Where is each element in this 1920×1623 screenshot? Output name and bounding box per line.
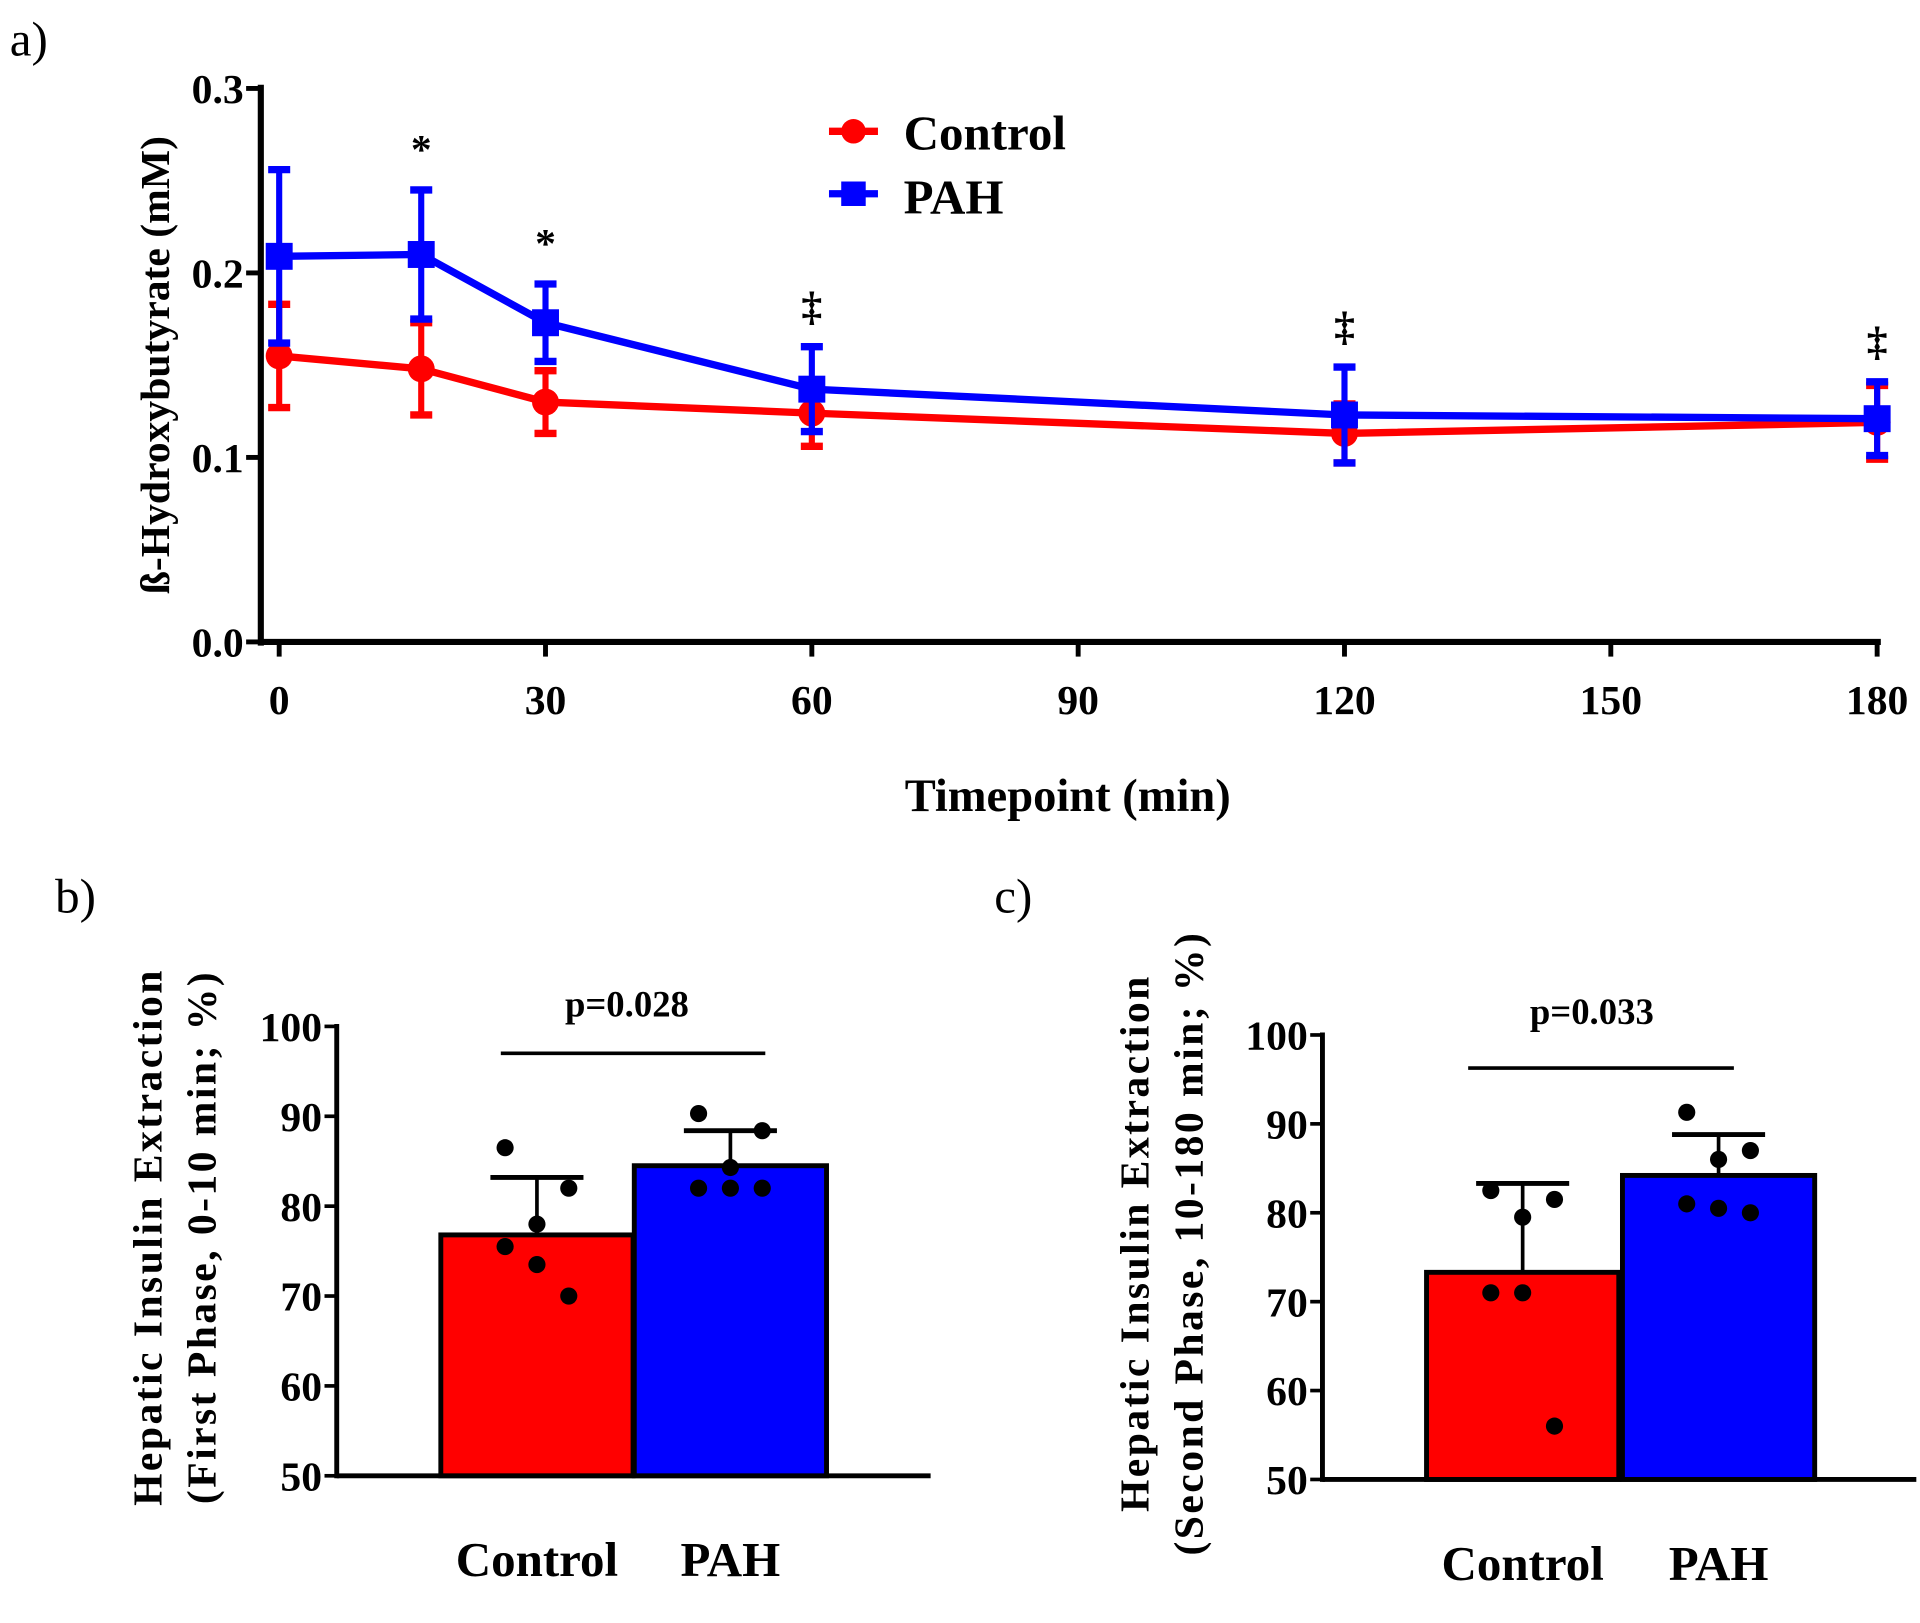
legend-control-marker <box>841 119 866 144</box>
y-tick-label: 100 <box>1245 1014 1307 1060</box>
y-tick-label: 70 <box>1266 1280 1308 1326</box>
individual-point <box>528 1256 546 1274</box>
y-tick-label: 70 <box>280 1275 322 1321</box>
individual-point <box>1710 1150 1728 1168</box>
y-tick-label: 0.0 <box>192 621 244 667</box>
x-tick-label: 150 <box>1580 678 1642 724</box>
y-tick-label: 0.2 <box>192 252 244 298</box>
y-tick-label: 50 <box>280 1454 322 1500</box>
legend-control-label: Control <box>904 106 1066 161</box>
legend: Control PAH <box>828 106 1066 224</box>
y-tick-label: 80 <box>1266 1191 1308 1237</box>
data-point-control <box>265 342 293 370</box>
x-tick-label: 0 <box>269 678 290 724</box>
panel-c-label: c) <box>994 869 1032 924</box>
panel-b-ylabel-line1: Hepatic Insulin Extraction <box>126 968 172 1506</box>
significance-marker: ‡ <box>801 284 822 330</box>
x-tick-label: 180 <box>1846 678 1908 724</box>
individual-point <box>1741 1141 1759 1160</box>
panel-b-ylabel-line2: (First Phase, 0-10 min; %) <box>180 970 226 1504</box>
panel-c-pvalue: p=0.033 <box>1530 991 1654 1032</box>
panel-b-pvalue: p=0.028 <box>565 984 689 1025</box>
category-label: Control <box>456 1532 618 1587</box>
x-tick-label: 60 <box>791 678 833 724</box>
panel-a-label: a) <box>10 11 48 66</box>
individual-point <box>721 1179 739 1197</box>
individual-point <box>1545 1417 1564 1435</box>
panel-a: a) ß-Hydroxybutyrate (mM) Timepoint (min… <box>10 11 1909 822</box>
x-tick-label: 30 <box>525 678 567 724</box>
individual-point <box>1514 1208 1532 1226</box>
panel-b-label: b) <box>55 869 96 924</box>
data-point-control <box>407 355 435 383</box>
individual-point <box>753 1179 771 1197</box>
y-tick-label: 90 <box>1266 1103 1308 1149</box>
panel-c-ylabel-line1: Hepatic Insulin Extraction <box>1113 974 1159 1512</box>
significance-marker: * <box>535 221 556 267</box>
individual-point <box>560 1287 578 1305</box>
panel-c: c) Hepatic Insulin Extraction (Second Ph… <box>994 869 1917 1591</box>
individual-point <box>1741 1204 1759 1222</box>
individual-point <box>1710 1199 1728 1217</box>
data-point-pah <box>407 241 435 268</box>
category-label: Control <box>1441 1536 1603 1591</box>
individual-point <box>560 1179 578 1197</box>
individual-point <box>1514 1284 1532 1302</box>
bar-control <box>438 1232 636 1479</box>
x-tick-label: 120 <box>1313 678 1375 724</box>
individual-point <box>1482 1284 1500 1302</box>
data-point-control <box>532 388 559 416</box>
significance-marker: * <box>411 127 432 173</box>
panel-b: b) Hepatic Insulin Extraction (First Pha… <box>55 869 931 1587</box>
y-tick-label: 90 <box>280 1095 322 1141</box>
y-tick-label: 0.1 <box>192 436 244 482</box>
y-tick-label: 0.3 <box>192 67 244 113</box>
category-label: PAH <box>1669 1536 1769 1591</box>
legend-pah-marker <box>841 181 866 206</box>
individual-point <box>1482 1181 1500 1200</box>
individual-point <box>690 1105 708 1123</box>
individual-point <box>721 1158 739 1177</box>
data-point-pah <box>265 242 293 270</box>
bar-control <box>1424 1269 1622 1482</box>
significance-marker: ‡ <box>1334 304 1355 350</box>
individual-point <box>1678 1103 1696 1121</box>
individual-point <box>528 1215 546 1233</box>
bar-pah <box>631 1163 829 1479</box>
series-line-pah <box>279 250 1878 423</box>
individual-point <box>496 1238 514 1256</box>
significance-marker: ‡ <box>1867 319 1888 365</box>
data-point-pah <box>798 375 826 403</box>
individual-point <box>753 1122 771 1140</box>
y-tick-label: 60 <box>1266 1369 1308 1415</box>
y-tick-label: 50 <box>1266 1458 1308 1504</box>
series-line-control <box>278 352 1878 438</box>
bar-pah <box>1620 1172 1818 1482</box>
panel-a-ylabel: ß-Hydroxybutyrate (mM) <box>133 136 179 594</box>
y-tick-label: 80 <box>280 1185 322 1231</box>
y-tick-label: 100 <box>260 1005 322 1051</box>
data-point-pah <box>532 309 559 337</box>
panel-a-xlabel: Timepoint (min) <box>905 771 1231 822</box>
individual-point <box>1678 1195 1696 1213</box>
individual-point <box>690 1179 708 1197</box>
panel-c-ylabel-line2: (Second Phase, 10-180 min; %) <box>1166 931 1212 1556</box>
y-tick-label: 60 <box>280 1365 322 1411</box>
x-tick-label: 90 <box>1057 678 1099 724</box>
individual-point <box>1545 1190 1564 1209</box>
individual-point <box>496 1139 514 1157</box>
data-point-pah <box>1863 405 1891 433</box>
legend-pah-label: PAH <box>904 169 1004 224</box>
data-point-pah <box>1331 401 1358 429</box>
category-label: PAH <box>681 1532 781 1587</box>
